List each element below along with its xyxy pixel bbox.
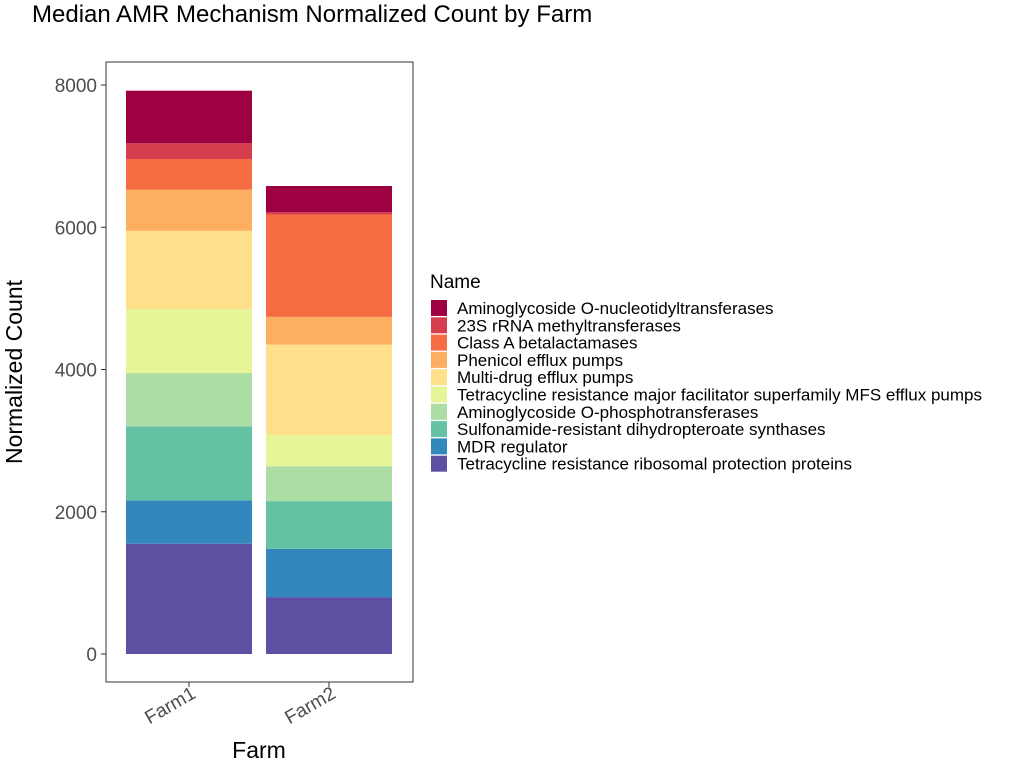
legend-items: Aminoglycoside O-nucleotidyltransferases… bbox=[431, 299, 982, 474]
bar-segment bbox=[266, 214, 392, 317]
bar-segment bbox=[126, 373, 252, 427]
x-tick-label: Farm2 bbox=[281, 683, 339, 729]
bar-segment bbox=[126, 143, 252, 159]
bar-segment bbox=[126, 309, 252, 374]
bar-segment bbox=[126, 543, 252, 654]
bar-segment bbox=[126, 426, 252, 501]
legend-key bbox=[431, 421, 447, 438]
y-tick-label: 6000 bbox=[55, 218, 97, 239]
x-axis: Farm1 Farm2 bbox=[141, 682, 340, 729]
legend-label: MDR regulator bbox=[457, 437, 568, 456]
legend-label: 23S rRNA methyltransferases bbox=[457, 316, 681, 335]
bar-segment bbox=[126, 230, 252, 310]
bar-segment bbox=[126, 158, 252, 190]
bar-segment bbox=[266, 212, 392, 215]
legend: Name Aminoglycoside O-nucleotidyltransfe… bbox=[430, 272, 982, 474]
bar-segment bbox=[126, 189, 252, 231]
bar-segment bbox=[266, 185, 392, 213]
legend-label: Aminoglycoside O-phosphotransferases bbox=[457, 403, 758, 422]
legend-title: Name bbox=[430, 272, 481, 293]
legend-key bbox=[431, 369, 447, 386]
legend-key bbox=[431, 455, 447, 472]
y-tick-label: 8000 bbox=[55, 76, 97, 97]
x-tick-label: Farm1 bbox=[141, 683, 199, 729]
bar-segment bbox=[126, 90, 252, 144]
legend-label: Aminoglycoside O-nucleotidyltransferases bbox=[457, 299, 774, 318]
legend-label: Class A betalactamases bbox=[457, 334, 637, 353]
legend-label: Multi-drug efflux pumps bbox=[457, 368, 633, 387]
legend-key bbox=[431, 351, 447, 368]
y-axis: 0 2000 4000 6000 8000 bbox=[55, 76, 106, 666]
bar-segment bbox=[266, 466, 392, 502]
legend-key bbox=[431, 334, 447, 351]
legend-label: Tetracycline resistance major facilitato… bbox=[457, 386, 982, 405]
legend-key bbox=[431, 300, 447, 316]
bar-segment bbox=[266, 597, 392, 654]
y-tick-label: 0 bbox=[86, 645, 97, 666]
bar-segment bbox=[126, 500, 252, 544]
legend-key bbox=[431, 438, 447, 455]
bar-segment bbox=[266, 548, 392, 598]
bar-segment bbox=[266, 501, 392, 549]
bar-segment bbox=[266, 316, 392, 345]
y-axis-title: Normalized Count bbox=[1, 279, 27, 464]
legend-label: Sulfonamide-resistant dihydropteroate sy… bbox=[457, 420, 826, 439]
bar-segment bbox=[266, 344, 392, 435]
bar-segment bbox=[266, 434, 392, 467]
bars-group bbox=[126, 90, 392, 654]
legend-key bbox=[431, 317, 447, 334]
chart-title: Median AMR Mechanism Normalized Count by… bbox=[32, 1, 592, 28]
y-tick-label: 4000 bbox=[55, 361, 97, 382]
x-axis-title: Farm bbox=[232, 737, 286, 763]
legend-label: Phenicol efflux pumps bbox=[457, 351, 623, 370]
y-tick-label: 2000 bbox=[55, 503, 97, 524]
legend-label: Tetracycline resistance ribosomal protec… bbox=[457, 455, 852, 474]
legend-key bbox=[431, 386, 447, 403]
legend-key bbox=[431, 403, 447, 420]
